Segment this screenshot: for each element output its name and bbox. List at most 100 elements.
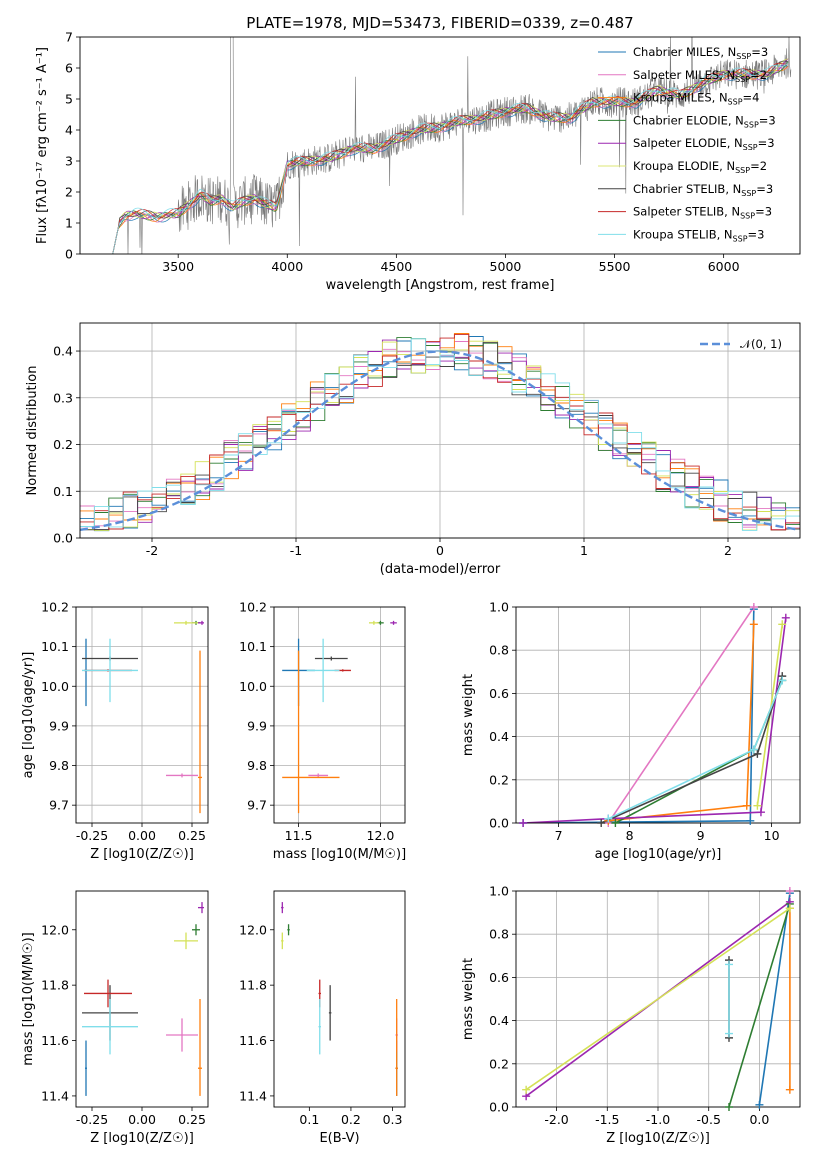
plot-area (282, 620, 397, 814)
model-line-8 (112, 62, 789, 254)
model-line-5 (112, 58, 789, 254)
y-axis-label: mass weight (461, 674, 476, 756)
plot-area (281, 902, 398, 1096)
y-tick-label: 9.8 (49, 758, 69, 773)
x-tick-label: -1 (290, 543, 302, 558)
hist-legend-label: 𝒩(0, 1) (740, 337, 782, 351)
legend-label-text: Kroupa MILES, N (633, 91, 728, 105)
weight-marker (749, 745, 758, 754)
x-tick-label: -0.25 (76, 828, 108, 843)
y-axis-label: age [log10(age/yr)] (21, 652, 36, 779)
legend-suffix: =3 (748, 227, 765, 241)
weight-marker (725, 960, 733, 969)
normal-curve (80, 350, 798, 531)
y-tick-label: 0.6 (489, 970, 509, 985)
panel-age-vs-mass: 11.5 12.0 9.7 9.8 9.9 10.0 10.1 10.2 mass [log10… (239, 600, 406, 863)
axes-frame (273, 890, 406, 1108)
y-tick-label: 9.9 (49, 718, 69, 733)
x-tick-label: 11.5 (285, 828, 313, 843)
weight-marker (597, 819, 606, 827)
x-tick-label: -0.5 (697, 1112, 721, 1127)
grid-lines (274, 606, 405, 823)
y-tick-label: 9.7 (247, 798, 267, 813)
x-axis-label: wavelength [Angstrom, rest frame] (326, 278, 555, 293)
x-tick-label: 8 (626, 828, 634, 843)
x-tick-label: 0.00 (128, 828, 156, 843)
axes-frame (79, 36, 801, 255)
y-tick-label: 10.2 (239, 600, 267, 615)
y-tick-label: 11.6 (239, 1033, 267, 1048)
y-tick-label: 4 (65, 123, 73, 138)
weight-marker (725, 1029, 733, 1038)
y-tick-label: 0.2 (489, 1056, 509, 1071)
y-axis-label: mass weight (461, 958, 476, 1040)
ticks: -2.0 -1.5 -1.0 -0.5 0.0 0.0 0.2 0.4 0.6 0.8 1.0 (489, 884, 769, 1128)
weight-line-3 (728, 903, 791, 1107)
plot-area (80, 333, 800, 532)
y-tick-label: 9.9 (247, 718, 267, 733)
legend-label-1: Salpeter MILES, NSSP=2 (633, 68, 767, 84)
legend-label-0: Chabrier MILES, NSSP=3 (633, 45, 768, 61)
ticks: 11.5 12.0 9.7 9.8 9.9 10.0 10.1 10.2 (239, 600, 394, 844)
weight-marker (519, 819, 528, 827)
x-tick-label: 0.25 (178, 828, 206, 843)
y-tick-label: 11.4 (41, 1088, 69, 1103)
ticks: -0.25 0.00 0.25 9.7 9.8 9.9 10.0 10.1 10.2 (41, 600, 206, 844)
y-tick-label: 0.4 (489, 1013, 509, 1028)
legend-label-text: Chabrier ELODIE, N (633, 113, 744, 127)
y-tick-label: 11.8 (41, 978, 69, 993)
y-tick-label: 0.0 (489, 1100, 509, 1115)
y-tick-label: 0.8 (489, 927, 509, 942)
legend-suffix: =2 (750, 159, 767, 173)
x-tick-label: -1.0 (646, 1112, 670, 1127)
y-tick-label: 0.4 (489, 729, 509, 744)
weight-marker (785, 904, 794, 913)
y-tick-label: 11.6 (41, 1033, 69, 1048)
weight-marker (753, 801, 762, 810)
panel-residual-hist: -2 -1 0 1 2 0.0 0.1 0.2 0.3 0.4 (data-model)/error… (25, 322, 801, 577)
weight-marker (756, 808, 765, 817)
y-tick-label: 0.4 (53, 344, 73, 359)
y-tick-label: 10.1 (41, 639, 69, 654)
x-tick-label: -2 (146, 543, 158, 558)
y-tick-label: 6 (65, 61, 73, 76)
y-tick-label: 2 (65, 185, 73, 200)
axes-frame (515, 890, 801, 1108)
legend-suffix: =3 (759, 113, 776, 127)
model-line-6 (112, 60, 789, 254)
model-line-2 (112, 65, 789, 254)
weight-marker (785, 1085, 794, 1094)
y-tick-label: 7 (65, 30, 73, 45)
legend-label-text: Salpeter ELODIE, N (633, 136, 743, 150)
weight-marker (604, 814, 613, 823)
panels-layer: 3500 4000 4500 5000 5500 6000 0 1 2 3 4 5 6 7 waveleng… (21, 30, 801, 1146)
weight-line-4 (523, 617, 787, 823)
legend-subscript: SSP (733, 234, 748, 243)
legend-subscript: SSP (728, 98, 743, 107)
legend-subscript: SSP (736, 52, 751, 61)
y-tick-label: 1 (65, 216, 73, 231)
ticks: 3500 4000 4500 5000 5500 6000 0 1 2 3 4 5 6 7 (65, 30, 740, 275)
weight-marker (785, 887, 794, 895)
y-tick-label: 1.0 (489, 600, 509, 615)
panel-mass-vs-ebv: 0.1 0.2 0.3 11.4 11.6 11.8 12.0 E(B-V) (239, 890, 406, 1146)
weight-marker (725, 1103, 733, 1111)
panel-mass-vs-Z: -0.25 0.00 0.25 11.4 11.6 11.8 12.0 Z [log10(Z/… (21, 890, 209, 1146)
x-tick-label: 10 (764, 828, 780, 843)
weight-line-1 (607, 607, 755, 823)
x-tick-label: 5000 (490, 259, 522, 274)
y-tick-label: 0.0 (489, 816, 509, 831)
legend-subscript: SSP (740, 212, 755, 221)
x-tick-label: 7 (555, 828, 563, 843)
y-tick-label: 9.7 (49, 798, 69, 813)
axes-frame (515, 606, 801, 824)
x-axis-label: Z [log10(Z/Z☉)] (90, 847, 194, 862)
y-tick-label: 11.8 (239, 978, 267, 993)
legend-label-7: Salpeter STELIB, NSSP=3 (633, 205, 772, 221)
y-tick-label: 0 (65, 247, 73, 262)
weight-marker (781, 613, 790, 622)
legend-subscript: SSP (744, 120, 759, 129)
x-tick-label: 4500 (380, 259, 412, 274)
legend-suffix: =3 (756, 182, 773, 196)
